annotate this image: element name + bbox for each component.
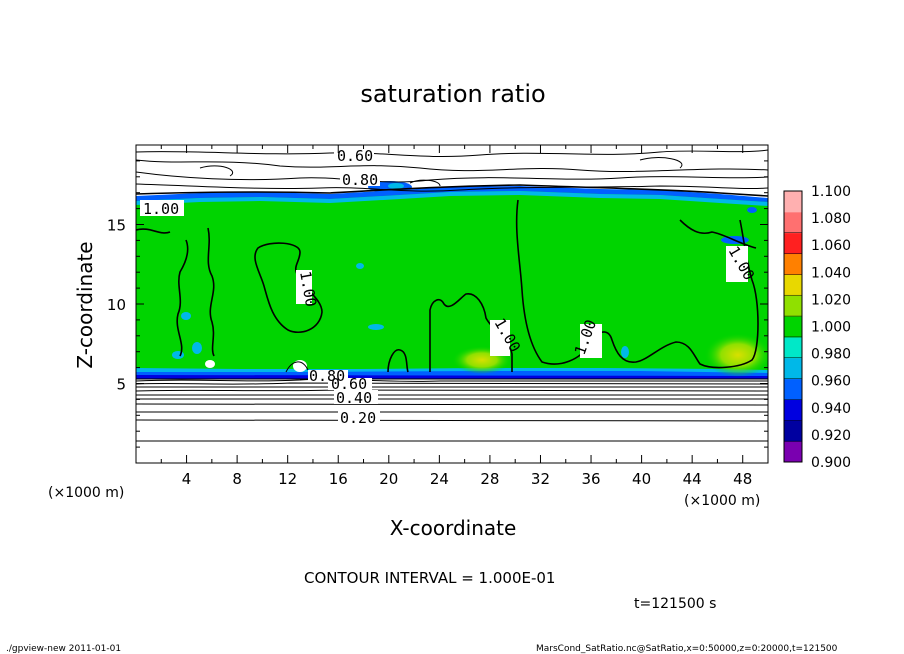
colorbar-swatch: [784, 420, 802, 442]
colorbar-label: 0.960: [811, 374, 851, 390]
colorbar-swatch: [784, 191, 802, 213]
colorbar-swatch: [784, 295, 802, 317]
contour-label: 0.80: [309, 367, 345, 385]
colorbar-swatch: [784, 357, 802, 380]
y-axis: 5 10 15: [107, 160, 768, 448]
contour-label: 0.60: [337, 147, 373, 165]
upper-boundary-band: [136, 186, 768, 202]
chart-title: saturation ratio: [360, 80, 545, 108]
colorbar-swatch: [784, 253, 802, 275]
colorbar-frame: [783, 190, 803, 463]
colorbar-swatch: [784, 316, 802, 338]
contour-label: 0.80: [342, 171, 378, 189]
saturation-field: [136, 188, 768, 374]
contour-label: 1.00: [143, 200, 179, 218]
y-axis-unit: (×1000 m): [684, 493, 760, 509]
time-label: t=121500 s: [634, 596, 716, 612]
colorbar-label: 0.980: [811, 347, 851, 363]
colorbar-label: 0.920: [811, 428, 851, 444]
x-tick-label: 48: [733, 470, 752, 488]
footer-left: ./gpview-new 2011-01-01: [6, 644, 121, 654]
colorbar-label: 1.100: [811, 184, 851, 200]
x-tick-label: 8: [232, 470, 242, 488]
footer-right: MarsCond_SatRatio.nc@SatRatio,x=0:50000,…: [536, 644, 838, 654]
colorbar-label: 1.000: [811, 320, 851, 336]
x-tick-label: 36: [581, 470, 600, 488]
contour-interval-note: CONTOUR INTERVAL = 1.000E-01: [304, 569, 555, 587]
colorbar-label: 0.900: [811, 455, 851, 471]
contour-label: 1.00: [296, 270, 320, 309]
colorbar-swatch: [784, 378, 802, 400]
contour-label: 0.20: [340, 409, 376, 427]
contour-label: 0.40: [336, 389, 372, 407]
contour-lines-lower: [136, 361, 768, 442]
colorbar-label: 1.020: [811, 292, 851, 308]
x-tick-label: 24: [430, 470, 449, 488]
x-tick-label: 12: [278, 470, 297, 488]
x-tick-label: 44: [683, 470, 702, 488]
x-axis: 4 8 12 16 20 24 28 32 36 40 44 48: [160, 145, 752, 488]
colorbar: 0.900 0.920 0.940 0.960 0.980 1.000 1.020 1.040…: [783, 184, 851, 471]
x-tick-label: 4: [182, 470, 192, 488]
colorbar-label: 1.060: [811, 238, 851, 254]
y-axis-label: Z-coordinate: [73, 241, 97, 368]
colorbar-swatch: [784, 399, 802, 421]
colorbar-label: 1.040: [811, 265, 851, 281]
plot-area: 0.60 0.80 1.00 1.00 1.00 1.00 1.00 0.80 …: [136, 145, 768, 463]
contour-label: 0.60: [331, 375, 367, 393]
y-tick-label: 5: [116, 376, 126, 394]
x-tick-label: 32: [531, 470, 550, 488]
x-axis-label: X-coordinate: [390, 516, 517, 540]
x-tick-label: 28: [480, 470, 499, 488]
x-tick-label: 16: [329, 470, 348, 488]
x-axis-unit: (×1000 m): [48, 485, 124, 501]
colorbar-label: 0.940: [811, 401, 851, 417]
colorbar-label: 1.080: [811, 211, 851, 227]
supersaturated-region: [704, 333, 768, 377]
y-tick-label: 10: [107, 296, 126, 314]
colorbar-swatch: [784, 232, 802, 255]
x-tick-label: 20: [379, 470, 398, 488]
colorbar-swatch: [784, 274, 802, 296]
colorbar-swatch: [784, 211, 802, 234]
y-tick-label: 15: [107, 217, 126, 235]
colorbar-swatch: [784, 336, 802, 359]
contour-lines-upper: [136, 149, 768, 197]
x-tick-label: 40: [632, 470, 651, 488]
colorbar-swatch: [784, 441, 802, 463]
